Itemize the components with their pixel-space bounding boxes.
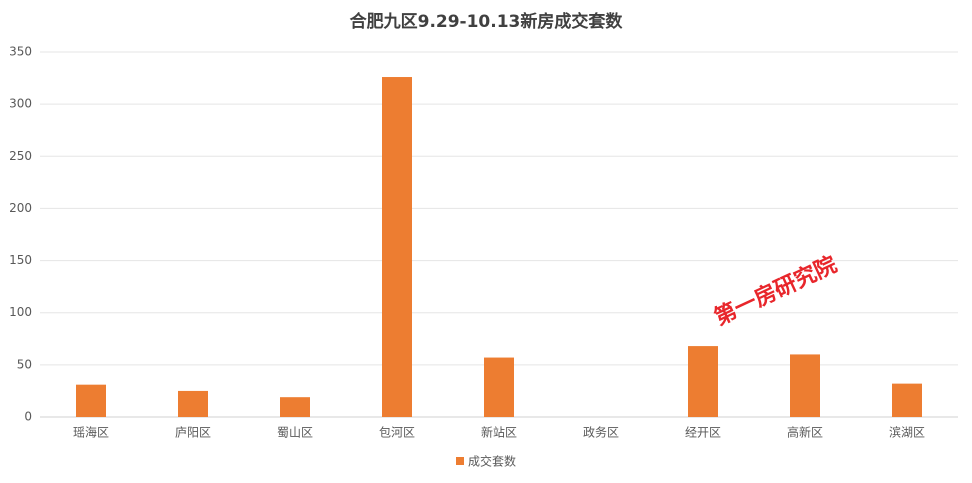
bar: [790, 354, 820, 417]
bar: [892, 383, 922, 417]
bar: [76, 384, 106, 417]
bar: [280, 397, 310, 417]
x-tick-label: 瑶海区: [73, 425, 109, 440]
x-tick-label: 滨湖区: [889, 425, 925, 440]
y-tick-label: 200: [9, 201, 32, 215]
y-tick-label: 250: [9, 149, 32, 163]
x-tick-label: 经开区: [685, 426, 721, 440]
legend-swatch: [456, 457, 464, 465]
y-tick-label: 150: [9, 253, 32, 267]
bar: [382, 77, 412, 418]
y-tick-label: 0: [24, 410, 32, 424]
bar: [484, 357, 514, 417]
x-tick-label: 政务区: [583, 425, 619, 440]
x-tick-label: 包河区: [379, 426, 415, 440]
bar: [178, 390, 208, 417]
x-tick-label: 高新区: [787, 425, 823, 440]
x-tick-label: 庐阳区: [175, 425, 211, 440]
y-tick-label: 350: [9, 45, 32, 59]
legend-label: 成交套数: [468, 454, 516, 469]
x-tick-label: 新站区: [481, 425, 517, 440]
bar: [688, 346, 718, 417]
x-tick-label: 蜀山区: [277, 426, 313, 440]
y-tick-label: 50: [17, 357, 32, 371]
y-tick-label: 300: [9, 97, 32, 111]
y-tick-label: 100: [9, 305, 32, 319]
chart-title: 合肥九区9.29-10.13新房成交套数: [350, 11, 624, 32]
